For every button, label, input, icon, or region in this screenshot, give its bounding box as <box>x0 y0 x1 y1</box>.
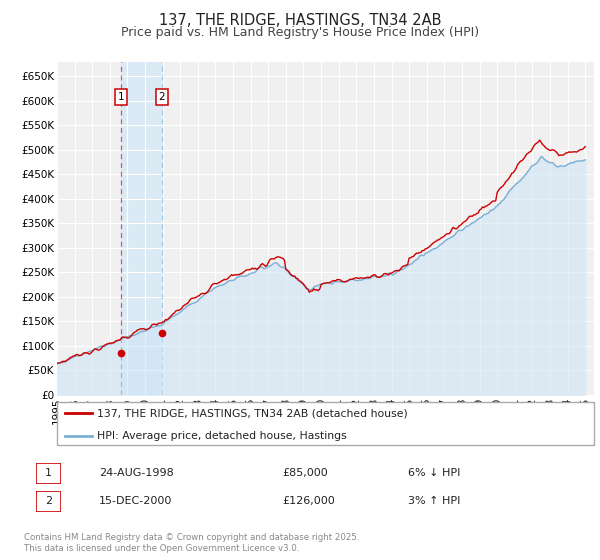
Text: 137, THE RIDGE, HASTINGS, TN34 2AB (detached house): 137, THE RIDGE, HASTINGS, TN34 2AB (deta… <box>97 408 408 418</box>
Text: HPI: Average price, detached house, Hastings: HPI: Average price, detached house, Hast… <box>97 431 347 441</box>
Text: 2: 2 <box>158 92 165 101</box>
Text: 3% ↑ HPI: 3% ↑ HPI <box>408 496 460 506</box>
Text: £126,000: £126,000 <box>282 496 335 506</box>
Text: 15-DEC-2000: 15-DEC-2000 <box>99 496 172 506</box>
Text: 1: 1 <box>118 92 125 101</box>
Text: 137, THE RIDGE, HASTINGS, TN34 2AB: 137, THE RIDGE, HASTINGS, TN34 2AB <box>159 13 441 29</box>
Text: £85,000: £85,000 <box>282 468 328 478</box>
Text: Contains HM Land Registry data © Crown copyright and database right 2025.
This d: Contains HM Land Registry data © Crown c… <box>24 533 359 553</box>
Bar <box>121 62 162 395</box>
Text: 2: 2 <box>45 496 52 506</box>
Text: Price paid vs. HM Land Registry's House Price Index (HPI): Price paid vs. HM Land Registry's House … <box>121 26 479 39</box>
Text: 1: 1 <box>45 468 52 478</box>
Text: 6% ↓ HPI: 6% ↓ HPI <box>408 468 460 478</box>
Text: 24-AUG-1998: 24-AUG-1998 <box>99 468 174 478</box>
